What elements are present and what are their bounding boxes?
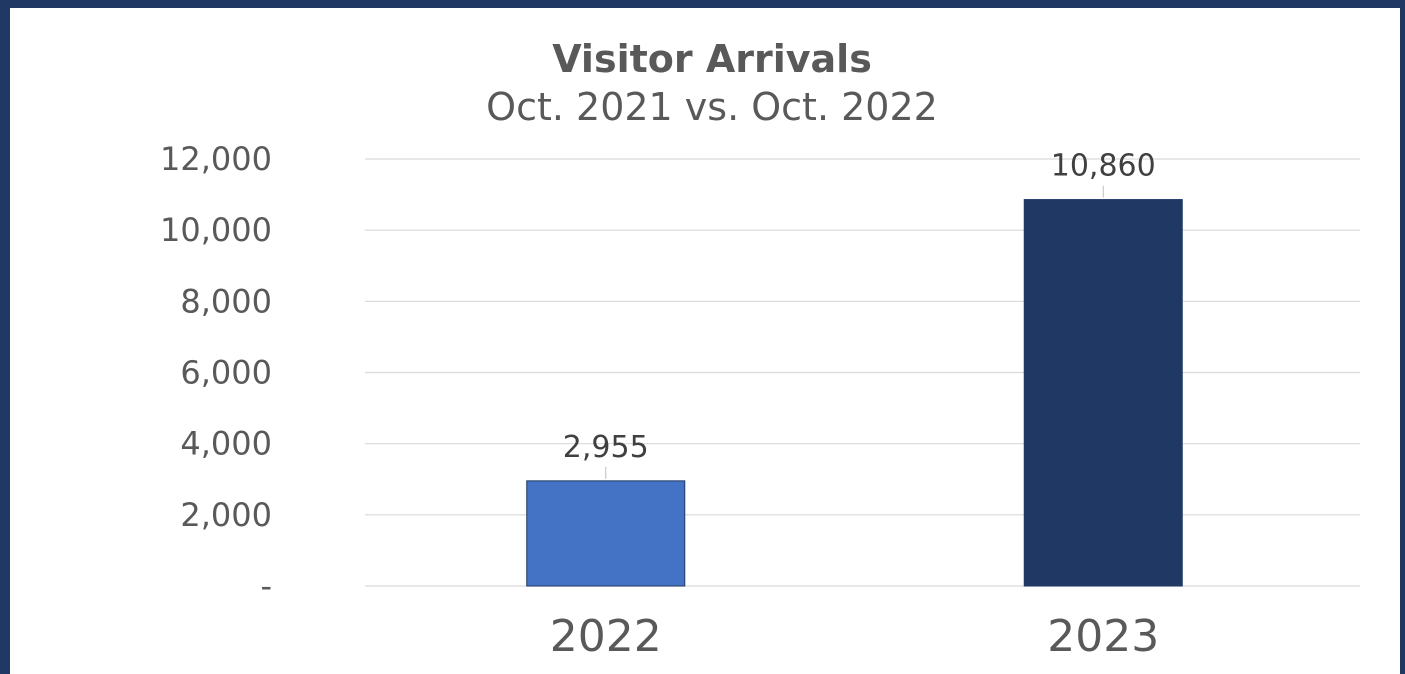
data-labels: 2,955 10,860 [563,149,1156,479]
data-label: 10,860 [1051,149,1156,184]
bar-chart: Visitor Arrivals Oct. 2021 vs. Oct. 2022… [160,37,1360,662]
y-tick-label: 4,000 [180,425,272,463]
y-tick-label: - [260,567,272,605]
chart-panel: Visitor Arrivals Oct. 2021 vs. Oct. 2022… [10,8,1400,674]
y-tick-label: 2,000 [180,496,272,534]
data-label: 2,955 [563,430,649,465]
bar [526,480,686,587]
y-tick-label: 12,000 [160,140,272,178]
chart-title: Visitor Arrivals [552,37,872,81]
gridlines [365,158,1360,587]
x-tick-label: 2022 [550,611,662,662]
y-tick-label: 6,000 [180,354,272,392]
y-tick-label: 10,000 [160,211,272,249]
y-axis-ticks: - 2,000 4,000 6,000 8,000 10,000 12,000 [160,140,272,605]
y-tick-label: 8,000 [180,282,272,320]
x-axis-ticks: 2022 2023 [550,611,1159,662]
bars [526,199,1183,587]
x-tick-label: 2023 [1047,611,1159,662]
bar [1023,199,1183,587]
chart-subtitle: Oct. 2021 vs. Oct. 2022 [486,85,938,129]
